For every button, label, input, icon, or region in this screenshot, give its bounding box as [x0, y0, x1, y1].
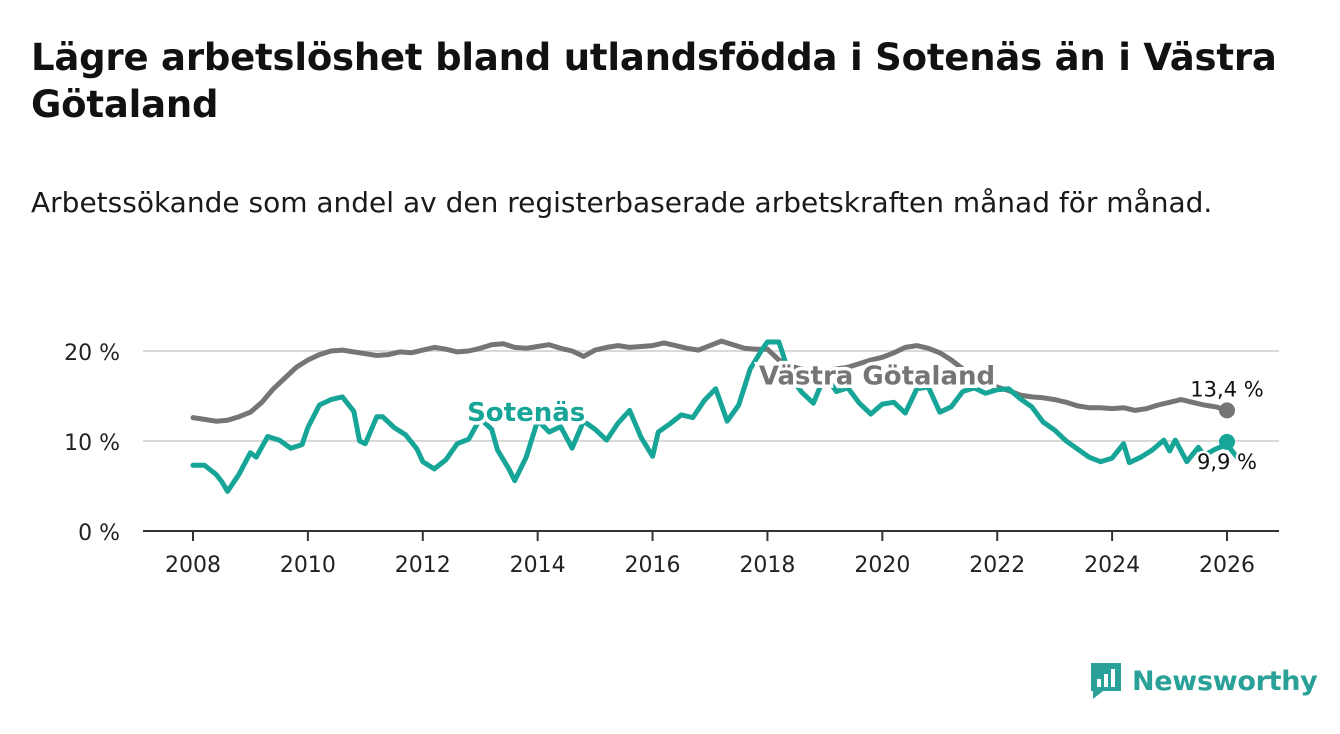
x-tick-label: 2026 — [1199, 553, 1255, 578]
y-tick-label: 20 % — [64, 341, 120, 366]
chart-bars-icon — [1091, 663, 1121, 699]
x-tick-label: 2016 — [625, 553, 681, 578]
end-point-gotaland — [1219, 402, 1235, 419]
chart-title: Lägre arbetslöshet bland utlandsfödda i … — [31, 36, 1277, 126]
series-line-gotaland — [190, 338, 1230, 424]
chart-subtitle: Arbetssökande som andel av den registerb… — [31, 186, 1213, 219]
x-tick-label: 2024 — [1084, 553, 1140, 578]
y-tick-label: 0 % — [78, 521, 120, 546]
series-layer — [190, 338, 1253, 494]
series-label-sotenas: Sotenäs — [467, 398, 585, 428]
x-tick-label: 2012 — [395, 553, 451, 578]
x-axis: 2008 2010 2012 2014 2016 2018 2020 2022 2024 2026 — [143, 530, 1279, 578]
x-tick-label: 2014 — [510, 553, 566, 578]
series-line-sotenas — [190, 339, 1253, 494]
y-axis: 0 % 10 % 20 % — [64, 341, 120, 546]
annotation-layer: 13,4 % 9,9 % Västra Götaland Sotenäs — [464, 358, 1267, 477]
x-tick-label: 2018 — [739, 553, 795, 578]
x-tick-label: 2020 — [854, 553, 910, 578]
x-tick-label: 2022 — [969, 553, 1025, 578]
brand-name: Newsworthy — [1132, 665, 1318, 697]
newsworthy-logo: Newsworthy — [1089, 659, 1318, 703]
x-tick-label: 2010 — [280, 553, 336, 578]
series-label-gotaland: Västra Götaland — [759, 361, 995, 391]
y-tick-label: 10 % — [64, 431, 120, 456]
end-label-gotaland: 13,4 % — [1190, 377, 1263, 401]
x-tick-label: 2008 — [165, 553, 221, 578]
end-label-sotenas: 9,9 % — [1197, 450, 1257, 474]
end-point-sotenas — [1219, 433, 1235, 450]
